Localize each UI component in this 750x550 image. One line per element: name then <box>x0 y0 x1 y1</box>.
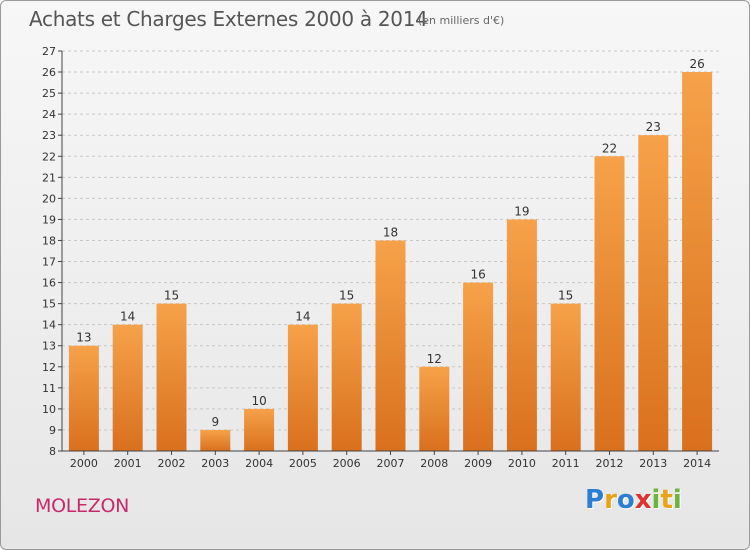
data-label-2002: 15 <box>164 289 179 303</box>
data-label-2003: 9 <box>211 415 219 429</box>
x-tick-label-2003: 2003 <box>201 457 229 470</box>
bar-2011 <box>550 303 581 451</box>
y-tick-label: 14 <box>42 319 56 332</box>
bar-2009 <box>463 282 494 451</box>
y-tick-label: 10 <box>42 403 56 416</box>
y-tick-label: 23 <box>42 129 56 142</box>
data-label-2008: 12 <box>427 352 442 366</box>
data-label-2005: 14 <box>295 310 310 324</box>
bar-2012 <box>594 156 625 451</box>
bar-2010 <box>506 219 537 451</box>
x-tick-label-2007: 2007 <box>377 457 405 470</box>
bar-2001 <box>112 324 143 451</box>
y-tick-label: 20 <box>42 192 56 205</box>
y-tick-label: 15 <box>42 298 56 311</box>
data-label-2006: 15 <box>339 289 354 303</box>
y-tick-label: 11 <box>42 382 56 395</box>
y-tick-label: 26 <box>42 66 56 79</box>
y-tick-label: 24 <box>42 108 56 121</box>
bar-2006 <box>331 303 362 451</box>
y-tick-label: 18 <box>42 234 56 247</box>
data-label-2012: 22 <box>602 141 617 155</box>
logo-letter: x <box>634 485 652 515</box>
bar-2014 <box>682 72 713 451</box>
proxiti-logo[interactable]: Proxiti <box>585 485 682 515</box>
logo-letter: i <box>651 485 661 515</box>
y-tick-label: 16 <box>42 277 56 290</box>
x-tick-label-2010: 2010 <box>508 457 536 470</box>
logo-letter: r <box>604 485 617 515</box>
data-label-2004: 10 <box>251 394 266 408</box>
bar-2000 <box>68 345 99 451</box>
logo-letter: o <box>616 485 635 515</box>
place-name: MOLEZON <box>35 495 130 517</box>
logo-letter: P <box>585 485 605 515</box>
data-label-2014: 26 <box>689 57 704 71</box>
x-axis: 2000 2001 2002 2003 2004 2005 2006 2007 2008 2009… <box>70 451 711 470</box>
data-label-2010: 19 <box>514 204 529 218</box>
bar-2005 <box>287 324 318 451</box>
x-tick-label-2006: 2006 <box>333 457 361 470</box>
data-label-2011: 15 <box>558 289 573 303</box>
x-tick-label-2012: 2012 <box>596 457 624 470</box>
x-tick-label-2013: 2013 <box>639 457 667 470</box>
chart-title: Achats et Charges Externes 2000 à 2014 <box>29 7 428 31</box>
bar-2008 <box>419 366 450 451</box>
x-tick-label-2009: 2009 <box>464 457 492 470</box>
y-tick-label: 17 <box>42 256 56 269</box>
x-tick-label-2005: 2005 <box>289 457 317 470</box>
x-tick-label-2008: 2008 <box>420 457 448 470</box>
bars: 13 14 15 9 10 14 15 18 12 16 19 15 22 23 26 <box>68 57 713 452</box>
y-tick-label: 21 <box>42 171 56 184</box>
y-tick-label: 13 <box>42 340 56 353</box>
logo-letter: t <box>660 485 673 515</box>
bar-2004 <box>244 408 275 451</box>
x-tick-label-2002: 2002 <box>158 457 186 470</box>
x-tick-label-2004: 2004 <box>245 457 273 470</box>
y-tick-label: 25 <box>42 87 56 100</box>
data-label-2013: 23 <box>646 120 661 134</box>
y-axis: 8 9 10 11 12 13 14 15 16 17 18 19 20 21 22 23 24 25 26 27 <box>42 45 62 458</box>
x-tick-label-2000: 2000 <box>70 457 98 470</box>
data-label-2001: 14 <box>120 310 135 324</box>
x-tick-label-2011: 2011 <box>552 457 580 470</box>
y-tick-label: 9 <box>49 424 56 437</box>
chart-subtitle: (en milliers d'€) <box>418 14 505 27</box>
bar-2003 <box>200 429 231 451</box>
y-tick-label: 12 <box>42 361 56 374</box>
x-tick-label-2014: 2014 <box>683 457 711 470</box>
y-tick-label: 27 <box>42 45 56 58</box>
y-tick-label: 19 <box>42 213 56 226</box>
data-label-2000: 13 <box>76 331 91 345</box>
data-label-2007: 18 <box>383 225 398 239</box>
data-label-2009: 16 <box>470 268 485 282</box>
y-tick-label: 8 <box>49 445 56 458</box>
y-tick-label: 22 <box>42 150 56 163</box>
bar-2007 <box>375 240 406 451</box>
bar-2002 <box>156 303 187 451</box>
logo-letter: i <box>672 485 682 515</box>
x-tick-label-2001: 2001 <box>114 457 142 470</box>
bar-2013 <box>638 135 669 452</box>
